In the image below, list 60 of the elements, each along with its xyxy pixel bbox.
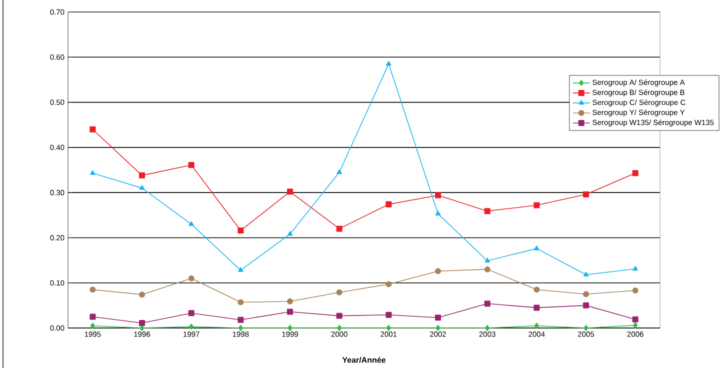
point: [238, 325, 244, 331]
point: [238, 299, 244, 306]
point: [436, 325, 440, 331]
point: [336, 312, 342, 319]
point: [583, 191, 590, 198]
point: [90, 170, 96, 175]
point: [139, 185, 145, 190]
point: [139, 292, 146, 298]
point: [287, 188, 294, 195]
point: [287, 231, 293, 236]
point: [632, 170, 638, 176]
point: [534, 286, 540, 293]
point: [238, 227, 244, 234]
point: [188, 221, 194, 226]
point: [534, 304, 540, 311]
point: [435, 210, 441, 216]
point: [386, 325, 392, 331]
point: [188, 275, 194, 282]
point: [336, 325, 342, 331]
point: [336, 226, 342, 232]
point: [90, 314, 96, 320]
x-axis-title: Year/Année: [342, 356, 386, 363]
point: [435, 314, 442, 321]
point: [386, 201, 392, 208]
point: [534, 322, 540, 329]
point: [583, 272, 589, 276]
point: [484, 208, 490, 214]
point: [484, 266, 490, 272]
point: [139, 320, 146, 326]
point: [90, 286, 96, 293]
point: [583, 291, 590, 298]
point: [336, 289, 342, 296]
point: [632, 316, 638, 322]
point: [238, 267, 244, 272]
point: [90, 126, 96, 132]
point: [386, 281, 392, 288]
point: [534, 246, 540, 250]
point: [484, 325, 490, 331]
point: [584, 325, 588, 331]
point: [435, 268, 442, 274]
point: [632, 266, 638, 271]
point: [386, 60, 392, 66]
point: [484, 258, 490, 262]
point: [583, 302, 590, 308]
point: [435, 192, 442, 198]
point: [188, 310, 194, 316]
point: [632, 322, 638, 328]
point: [90, 322, 96, 329]
point: [188, 324, 194, 330]
point: [287, 298, 294, 304]
point: [534, 202, 540, 208]
point: [238, 316, 244, 323]
point: [139, 172, 146, 178]
point: [632, 288, 638, 294]
point: [288, 325, 292, 331]
point: [188, 162, 194, 168]
point: [287, 308, 294, 315]
point: [336, 169, 342, 174]
point: [386, 312, 392, 318]
point: [484, 300, 490, 307]
